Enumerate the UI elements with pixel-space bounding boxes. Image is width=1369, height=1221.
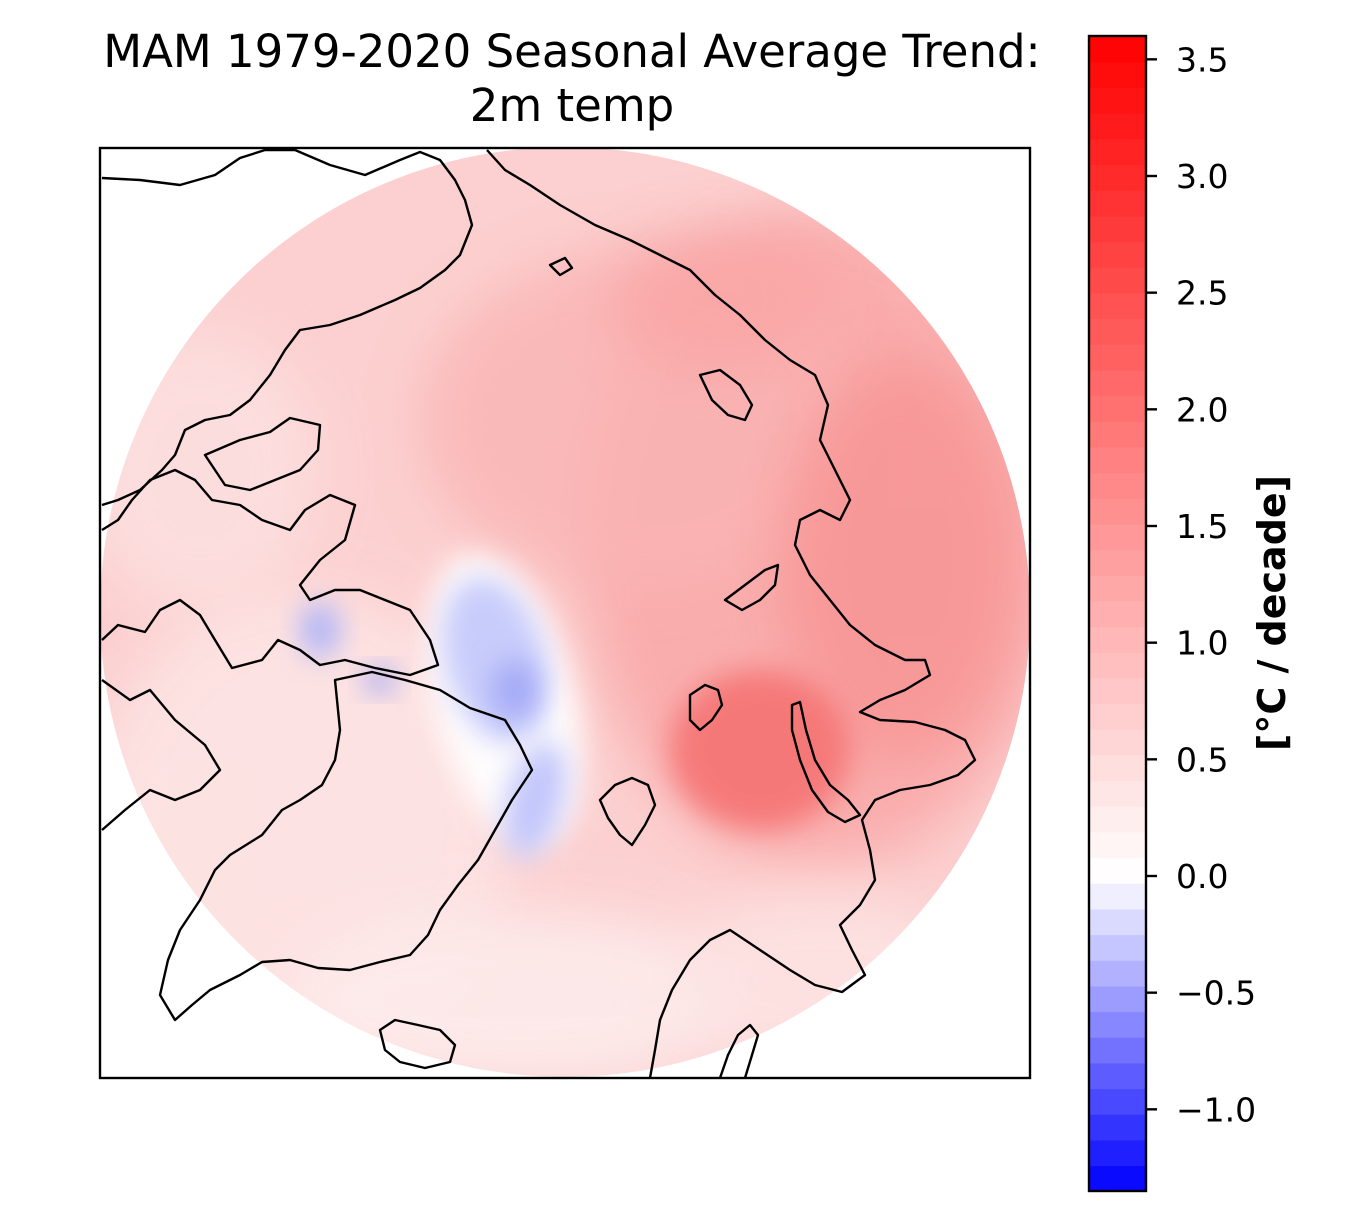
colorbar-band [1089, 857, 1146, 884]
colorbar-band [1089, 421, 1146, 448]
colorbar-band [1089, 87, 1146, 114]
colorbar-band [1089, 190, 1146, 217]
colorbar-band [1089, 729, 1146, 756]
colorbar-band [1089, 369, 1146, 397]
colorbar-band [1089, 61, 1146, 89]
greenland-coast [158, 670, 534, 1022]
coastlines [101, 148, 977, 1079]
iceland-coast [378, 1018, 457, 1070]
canadian-mainland-coast [101, 679, 222, 831]
colorbar-band [1089, 908, 1146, 936]
colorbar-band [1089, 241, 1146, 268]
colorbar-band [1089, 292, 1146, 320]
colorbar-tick-label: 3.0 [1176, 157, 1228, 196]
colorbar-band [1089, 677, 1146, 705]
colorbar-tick-label: 3.5 [1176, 40, 1228, 79]
colorbar-band [1089, 498, 1146, 525]
colorbar-band [1089, 1139, 1146, 1167]
colorbar-tick-label: 0.0 [1176, 857, 1228, 896]
colorbar-band [1089, 806, 1146, 833]
colorbar-band [1089, 703, 1146, 730]
colorbar-frame [1087, 34, 1148, 1193]
severnaya-zemlya-coast [723, 563, 780, 612]
new-siberian-islands-coast [698, 368, 754, 422]
colorbar-band [1089, 1011, 1146, 1038]
canadian-archipelago-coast [101, 468, 440, 677]
colorbar-band [1089, 780, 1146, 807]
svalbard-coast [598, 776, 657, 847]
colorbar-band [1089, 472, 1146, 499]
colorbar-tick-label: 1.5 [1176, 507, 1228, 546]
colorbar-band [1089, 1088, 1146, 1115]
colorbar-tick-label: −1.0 [1176, 1090, 1256, 1129]
chart-subtitle: 2m temp [469, 79, 675, 132]
map-frame [98, 146, 1032, 1080]
colorbar-band [1089, 831, 1146, 859]
franz-josef-land-coast [688, 683, 724, 732]
colorbar-band [1089, 1114, 1146, 1141]
colorbar-band [1089, 960, 1146, 987]
chart-title: MAM 1979-2020 Seasonal Average Trend: [103, 25, 1041, 78]
colorbar-band [1089, 318, 1146, 345]
colorbar-band [1089, 523, 1146, 551]
colorbar-band [1089, 164, 1146, 191]
colorbar-band [1089, 138, 1146, 166]
colorbar-band [1089, 1165, 1146, 1192]
victoria-island-coast [203, 416, 322, 492]
colorbar-tick-label: 1.0 [1176, 624, 1228, 663]
colorbar-band [1089, 113, 1146, 140]
alaska-coast [101, 148, 474, 507]
colorbar-tick-label: −0.5 [1176, 974, 1256, 1013]
colorbar-band [1089, 267, 1146, 294]
colorbar-tick-label: 2.5 [1176, 274, 1228, 313]
colorbar-band [1089, 985, 1146, 1013]
scandinavia-coast [718, 1023, 760, 1079]
colorbar-band [1089, 344, 1146, 371]
wrangel-island-coast [548, 256, 574, 277]
colorbar-band [1089, 446, 1146, 474]
colorbar-band [1089, 549, 1146, 576]
colorbar-band [1089, 215, 1146, 243]
colorbar-band [1089, 652, 1146, 679]
colorbar-label: [°C / decade] [1250, 474, 1294, 752]
siberia-coast [486, 149, 977, 1079]
colorbar-band [1089, 754, 1146, 782]
temperature-trend-field [100, 147, 1030, 1077]
novaya-zemlya-coast [790, 700, 862, 824]
colorbar-band [1089, 1037, 1146, 1064]
colorbar-band [1089, 395, 1146, 422]
colorbar-ticks: −1.0 −0.5 0.0 0.5 1.0 1.5 2.0 2.5 3.0 3.5 [1146, 40, 1256, 1129]
colorbar-band [1089, 575, 1146, 602]
colorbar-band [1089, 934, 1146, 961]
colorbar-band [1089, 883, 1146, 910]
colorbar-tick-label: 0.5 [1176, 740, 1228, 779]
colorbar-band [1089, 626, 1146, 653]
colorbar-tick-label: 2.0 [1176, 390, 1228, 429]
colorbar-band [1089, 600, 1146, 628]
colorbar-bands [1089, 36, 1146, 1192]
colorbar-band [1089, 1062, 1146, 1090]
colorbar-band [1089, 36, 1146, 63]
